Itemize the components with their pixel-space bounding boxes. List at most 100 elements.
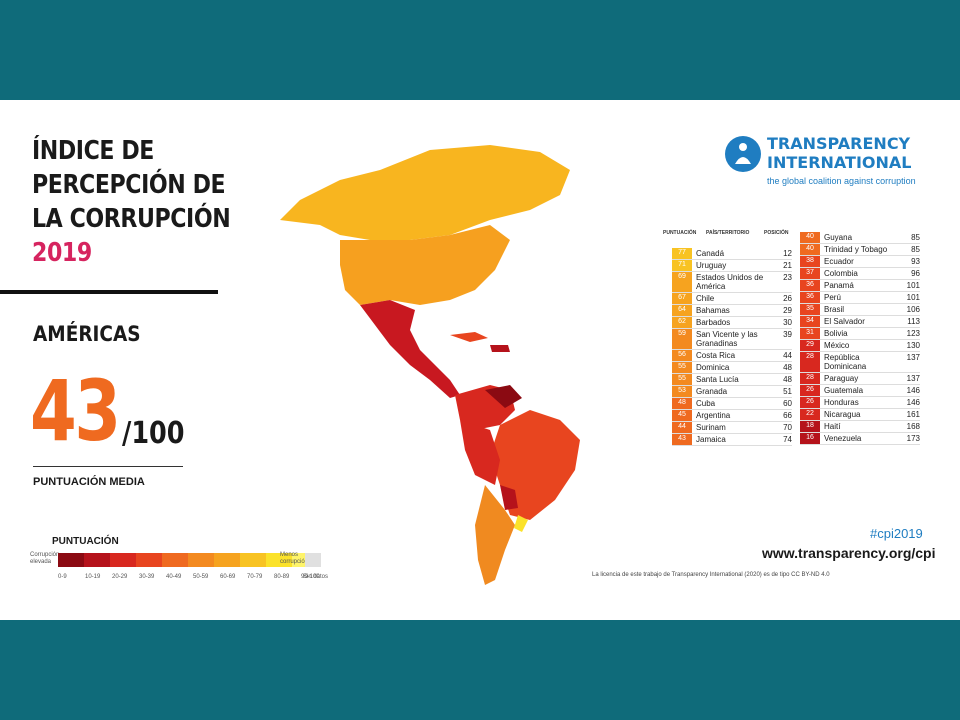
country-cell: Costa Rica: [696, 351, 736, 360]
country-cell: Honduras: [824, 398, 859, 407]
rank-cell: 21: [783, 261, 792, 270]
country-cell: Dominica: [696, 363, 730, 372]
rank-cell: 123: [906, 329, 920, 338]
cpi-url[interactable]: www.transparency.org/cpi: [762, 545, 936, 561]
score-cell: 53: [672, 386, 692, 397]
score-label: PUNTUACIÓN MEDIA: [33, 476, 145, 488]
country-cell: Barbados: [696, 318, 731, 327]
title-line: ÍNDICE DE: [32, 136, 154, 166]
logo-name: TRANSPARENCY INTERNATIONAL: [767, 134, 937, 172]
legend-swatch: [84, 553, 110, 567]
legend-low-label: Corrupción elevada: [30, 552, 60, 565]
table-left: 77 Canadá 12 71 Uruguay 21 69 Estados Unidos de…: [672, 248, 792, 446]
country-cell: Cuba: [696, 399, 716, 408]
table-row: 40 Guyana 85: [800, 232, 920, 244]
country-cell: Guatemala: [824, 386, 864, 395]
score-value: 43: [30, 362, 121, 460]
country-cell: Canadá: [696, 249, 725, 258]
logo-name-line: TRANSPARENCY: [767, 134, 911, 153]
country-cell: Santa Lucía: [696, 375, 739, 384]
rank-cell: 66: [783, 411, 792, 420]
country-cell: Surinam: [696, 423, 726, 432]
region-label: AMÉRICAS: [33, 322, 141, 346]
country-cell: Brasil: [824, 305, 845, 314]
score-cell: 48: [672, 398, 692, 409]
table-row: 43 Jamaica 74: [672, 434, 792, 446]
rank-cell: 130: [906, 341, 920, 350]
country-cell: Bahamas: [696, 306, 730, 315]
rank-cell: 96: [911, 269, 920, 278]
rank-cell: 101: [906, 293, 920, 302]
legend-tick: 70-79: [247, 574, 263, 580]
rank-cell: 26: [783, 294, 792, 303]
score-cell: 36: [800, 292, 820, 303]
score-divider: [33, 466, 183, 467]
title-year: 2019: [32, 238, 92, 268]
legend-swatch: [188, 553, 214, 567]
rank-cell: 60: [783, 399, 792, 408]
score-cell: 55: [672, 362, 692, 373]
score-cell: 67: [672, 293, 692, 304]
score-cell: 31: [800, 328, 820, 339]
table-right: 40 Guyana 85 40 Trinidad y Tobago 85 38 Ecuador…: [800, 232, 920, 445]
table-row: 77 Canadá 12: [672, 248, 792, 260]
table-row: 22 Nicaragua 161: [800, 409, 920, 421]
score-denominator: /100: [122, 416, 185, 451]
country-cell: El Salvador: [824, 317, 865, 326]
score-cell: 34: [800, 316, 820, 327]
rank-cell: 48: [783, 363, 792, 372]
score-cell: 71: [672, 260, 692, 271]
table-row: 55 Dominica 48: [672, 362, 792, 374]
legend-tick: 90-100: [301, 574, 320, 580]
hashtag: #cpi2019: [870, 526, 923, 541]
rank-cell: 113: [907, 317, 920, 326]
table-row: 38 Ecuador 93: [800, 256, 920, 268]
legend-tick: 0-9: [58, 574, 67, 580]
rank-cell: 51: [783, 387, 792, 396]
legend-tick: 30-39: [139, 574, 155, 580]
score-cell: 36: [800, 280, 820, 291]
rank-cell: 93: [911, 257, 920, 266]
infographic-card: ÍNDICE DE PERCEPCIÓN DE LA CORRUPCIÓN 20…: [0, 100, 960, 620]
score-cell: 62: [672, 317, 692, 328]
table-row: 53 Granada 51: [672, 386, 792, 398]
rank-cell: 48: [783, 375, 792, 384]
table-row: 62 Barbados 30: [672, 317, 792, 329]
rank-cell: 70: [783, 423, 792, 432]
country-cell: Guyana: [824, 233, 853, 242]
legend-no-data-swatch: [305, 553, 321, 567]
title-divider: [0, 290, 218, 294]
legend-tick: 10-19: [85, 574, 101, 580]
americas-map: [280, 145, 580, 585]
table-row: 18 Haití 168: [800, 421, 920, 433]
rank-cell: 74: [783, 435, 792, 444]
legend-title: PUNTUACIÓN: [52, 536, 119, 547]
table-row: 44 Surinam 70: [672, 422, 792, 434]
score-cell: 18: [800, 421, 820, 432]
legend-swatch: [162, 553, 188, 567]
legend-ticks: 0-9 10-19 20-29 30-39 40-49 50-59 60-69 70-79 80…: [58, 574, 328, 580]
score-cell: 28: [800, 352, 820, 372]
country-cell: Paraguay: [824, 374, 859, 383]
country-cell: Panamá: [824, 281, 854, 290]
country-cell: México: [824, 341, 850, 350]
score-cell: 45: [672, 410, 692, 421]
rank-cell: 30: [783, 318, 792, 327]
logo-tagline: the global coalition against corruption: [767, 176, 916, 186]
title-line: LA CORRUPCIÓN: [32, 204, 231, 234]
legend-swatch: [240, 553, 266, 567]
score-cell: 35: [800, 304, 820, 315]
score-cell: 29: [800, 340, 820, 351]
table-row: 69 Estados Unidos de América 23: [672, 272, 792, 293]
logo-person-icon: [725, 136, 761, 172]
country-cell: Perú: [824, 293, 841, 302]
rank-cell: 39: [783, 330, 792, 339]
legend-tick: 20-29: [112, 574, 128, 580]
country-cell: Trinidad y Tobago: [824, 245, 888, 254]
score-cell: 26: [800, 397, 820, 408]
table-row: 37 Colombia 96: [800, 268, 920, 280]
table-row: 36 Panamá 101: [800, 280, 920, 292]
country-cell: Bolivia: [824, 329, 848, 338]
score-cell: 44: [672, 422, 692, 433]
legend-no-data-label: Sin datos: [303, 574, 329, 580]
